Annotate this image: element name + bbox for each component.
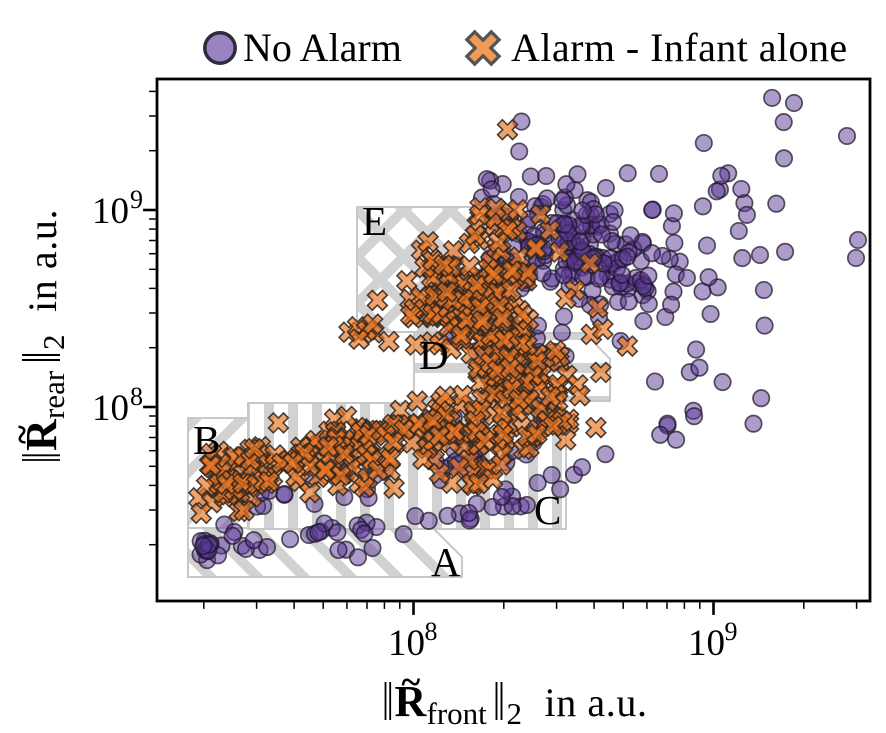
svg-text:10: 10 xyxy=(92,191,129,232)
svg-text:Alarm - Infant alone: Alarm - Infant alone xyxy=(511,25,848,70)
svg-text:B: B xyxy=(193,417,220,463)
svg-text:2: 2 xyxy=(507,696,523,731)
svg-text:E: E xyxy=(362,198,387,244)
svg-text:10: 10 xyxy=(92,388,129,429)
svg-text:~: ~ xyxy=(402,662,421,702)
svg-text:10: 10 xyxy=(388,623,425,664)
svg-text:in a.u.: in a.u. xyxy=(20,209,65,312)
svg-text:rear: rear xyxy=(36,370,71,419)
svg-text:8: 8 xyxy=(130,382,143,411)
svg-text:front: front xyxy=(427,696,488,731)
svg-text:R: R xyxy=(17,418,66,451)
svg-text:A: A xyxy=(431,539,461,585)
svg-text:2: 2 xyxy=(36,335,71,351)
svg-text:No Alarm: No Alarm xyxy=(243,25,402,70)
svg-text:C: C xyxy=(534,487,561,533)
svg-text:R: R xyxy=(395,677,428,726)
svg-text:D: D xyxy=(419,332,449,378)
svg-text:10: 10 xyxy=(688,623,725,664)
svg-text:~: ~ xyxy=(2,425,42,444)
svg-text:9: 9 xyxy=(725,617,738,646)
svg-text:in a.u.: in a.u. xyxy=(545,680,648,725)
svg-text:8: 8 xyxy=(425,617,438,646)
svg-text:9: 9 xyxy=(130,185,143,214)
